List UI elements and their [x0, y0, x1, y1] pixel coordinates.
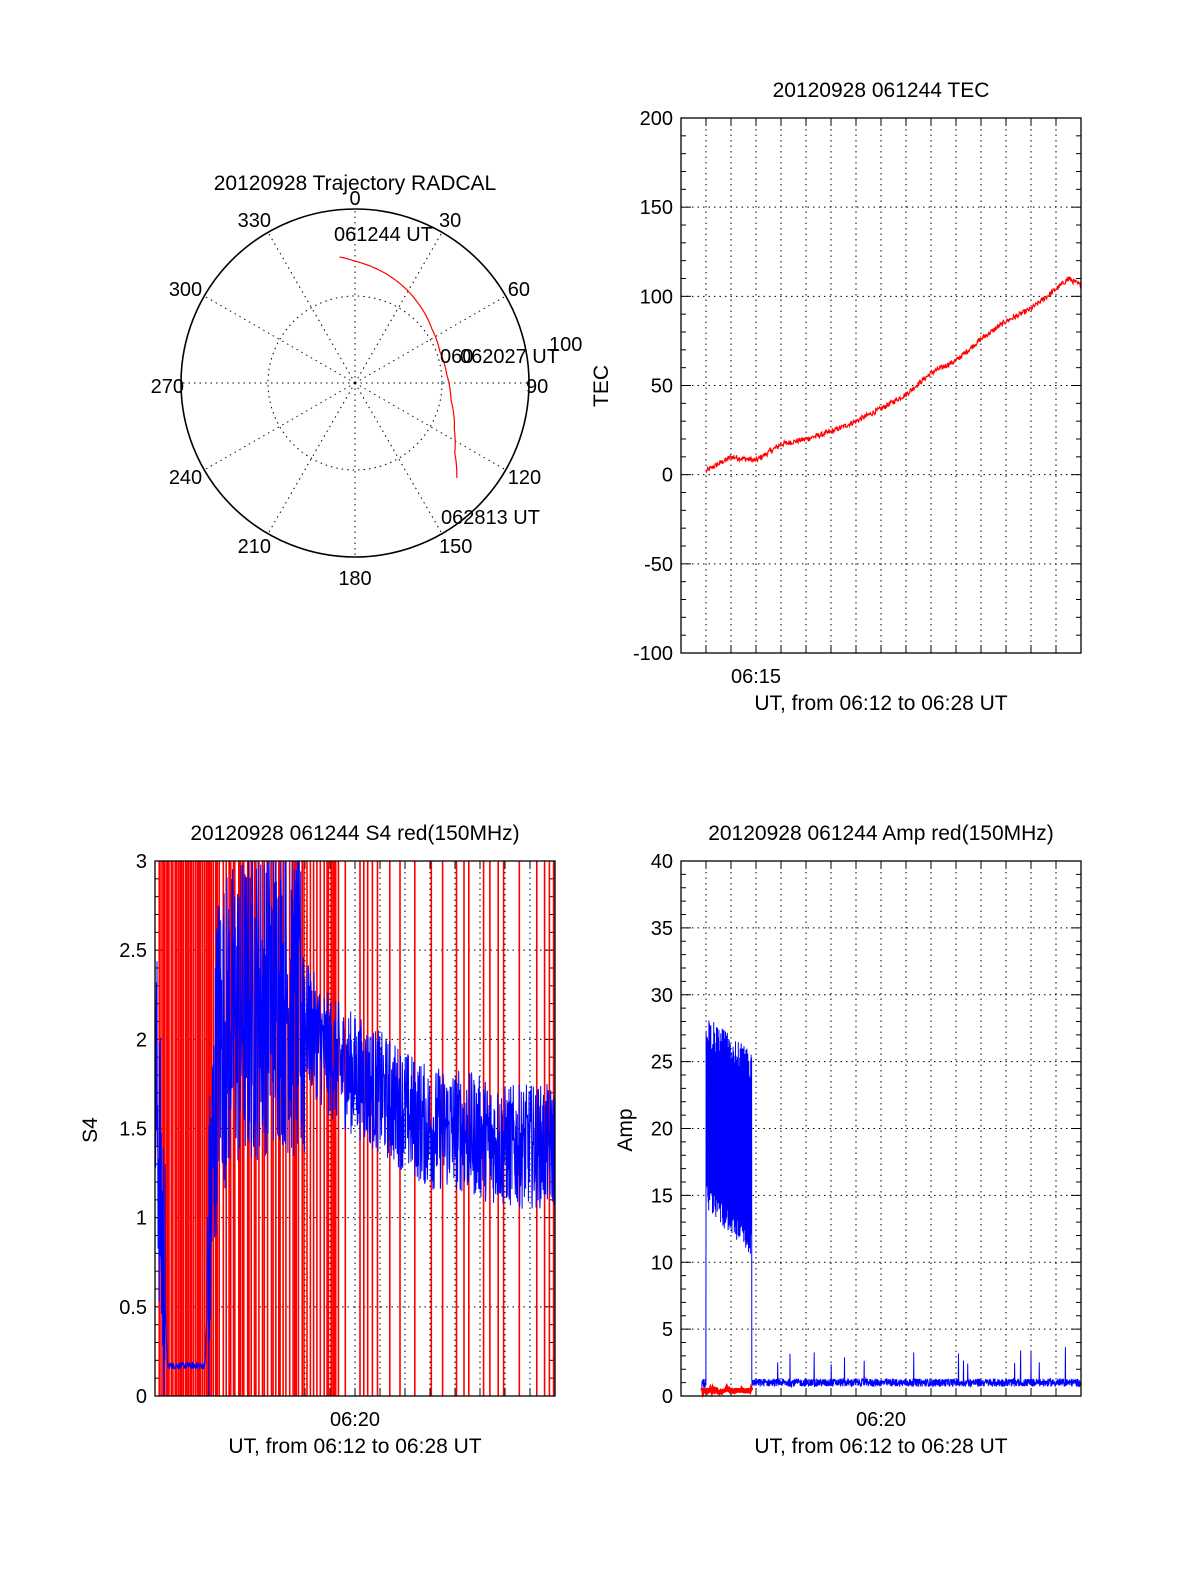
- amp-blue-series-line: [701, 1020, 1082, 1390]
- polar-mid-overlap-annotation: 060: [440, 346, 473, 368]
- s4-y-tick-labels: 3 2.5 2 1.5 1 0.5 0: [119, 851, 147, 1408]
- polar-spoke: [204, 382, 356, 471]
- y-tick-label: 200: [640, 108, 673, 130]
- y-tick-label: 0: [662, 1386, 673, 1408]
- s4-frame: [154, 860, 556, 1397]
- tec-title: 20120928 061244 TEC: [773, 79, 990, 102]
- y-tick-label: 5: [662, 1319, 673, 1341]
- tec-ylabel: TEC: [590, 365, 613, 407]
- amp-frame: [680, 860, 1082, 1397]
- amp-y-tick-labels: 40 35 30 25 20 15 10 5 0: [651, 851, 673, 1408]
- amp-panel: 20120928 061244 Amp red(150MHz) 40 35 30 25…: [614, 822, 1082, 1458]
- y-tick-label: 3: [136, 851, 147, 873]
- polar-radius-label: 100: [549, 334, 582, 356]
- y-tick-label: -50: [644, 554, 673, 576]
- s4-xlabel: UT, from 06:12 to 06:28 UT: [228, 1435, 481, 1458]
- s4-xtick-06-20: 06:20: [330, 1409, 380, 1431]
- y-tick-label: 0: [662, 465, 673, 487]
- y-tick-label: 1: [136, 1208, 147, 1230]
- polar-end-annotation: 062813 UT: [441, 507, 540, 529]
- polar-azimuth-label: 210: [238, 536, 271, 558]
- y-tick-label: 10: [651, 1252, 673, 1274]
- polar-azimuth-label: 30: [439, 210, 461, 232]
- s4-title: 20120928 061244 S4 red(150MHz): [190, 822, 519, 845]
- polar-spoke: [354, 295, 506, 384]
- tec-y-tick-labels: 200 150 100 50 0 -50 -100: [633, 108, 673, 665]
- amp-xlabel: UT, from 06:12 to 06:28 UT: [754, 1435, 1007, 1458]
- polar-trajectory-line: [339, 256, 458, 478]
- polar-azimuth-label: 330: [238, 210, 271, 232]
- y-tick-label: 25: [651, 1052, 673, 1074]
- tec-xlabel: UT, from 06:12 to 06:28 UT: [754, 692, 1007, 715]
- s4-ylabel: S4: [79, 1117, 102, 1143]
- y-tick-label: 1.5: [119, 1119, 147, 1141]
- polar-title: 20120928 Trajectory RADCAL: [214, 172, 497, 195]
- polar-azimuth-label: 150: [439, 536, 472, 558]
- y-tick-label: 2.5: [119, 940, 147, 962]
- amp-title: 20120928 061244 Amp red(150MHz): [708, 822, 1054, 845]
- amp-xtick-06-20: 06:20: [856, 1409, 906, 1431]
- polar-azimuth-label: 300: [169, 279, 202, 301]
- polar-azimuth-label: 90: [526, 376, 548, 398]
- polar-azimuth-label: 240: [169, 467, 202, 489]
- amp-ylabel: Amp: [614, 1108, 637, 1151]
- y-tick-label: 2: [136, 1029, 147, 1051]
- s4-panel: 20120928 061244 S4 red(150MHz) 3 2.5 2 1.5 1…: [79, 822, 556, 1458]
- y-tick-label: 35: [651, 918, 673, 940]
- y-tick-label: 0: [136, 1386, 147, 1408]
- polar-azimuth-label: 0: [349, 188, 360, 210]
- y-tick-label: 40: [651, 851, 673, 873]
- tec-ticks: [681, 117, 1081, 654]
- polar-spokes: [181, 209, 529, 557]
- polar-spoke: [354, 382, 443, 534]
- y-tick-label: -100: [633, 643, 673, 665]
- s4-blue-series-line: [154, 860, 556, 1397]
- polar-azimuth-label: 180: [338, 568, 371, 590]
- polar-azimuth-label: 270: [151, 376, 184, 398]
- amp-red-series-line: [700, 1382, 754, 1399]
- y-tick-label: 15: [651, 1185, 673, 1207]
- polar-start-annotation: 061244 UT: [334, 224, 433, 246]
- tec-grid: [681, 118, 1081, 653]
- polar-azimuth-labels: 0 30 60 90 120 150 180 210 240 270 300 330: [151, 188, 549, 590]
- tec-frame: [680, 117, 1082, 654]
- polar-mid-annotation: 062027 UT: [460, 346, 559, 368]
- tec-panel: 20120928 061244 TEC 200150100500-50-100 …: [590, 79, 1082, 715]
- polar-azimuth-label: 120: [508, 467, 541, 489]
- y-tick-label: 0.5: [119, 1297, 147, 1319]
- polar-outer-circle: [180, 208, 530, 558]
- amp-ticks: [681, 860, 1081, 1397]
- y-tick-label: 30: [651, 985, 673, 1007]
- tec-series-line: [705, 275, 1082, 474]
- polar-spoke: [354, 382, 506, 471]
- polar-azimuth-label: 60: [508, 279, 530, 301]
- y-tick-label: 20: [651, 1119, 673, 1141]
- polar-spoke: [204, 295, 356, 384]
- polar-inner-circle: [267, 295, 443, 471]
- tec-xtick-06-15: 06:15: [731, 666, 781, 688]
- polar-spoke: [354, 232, 443, 384]
- polar-panel: 20120928 Trajectory RADCAL 0 30 60 90 120 150…: [151, 172, 583, 590]
- y-tick-label: 100: [640, 286, 673, 308]
- y-tick-label: 50: [651, 376, 673, 398]
- y-tick-label: 150: [640, 197, 673, 219]
